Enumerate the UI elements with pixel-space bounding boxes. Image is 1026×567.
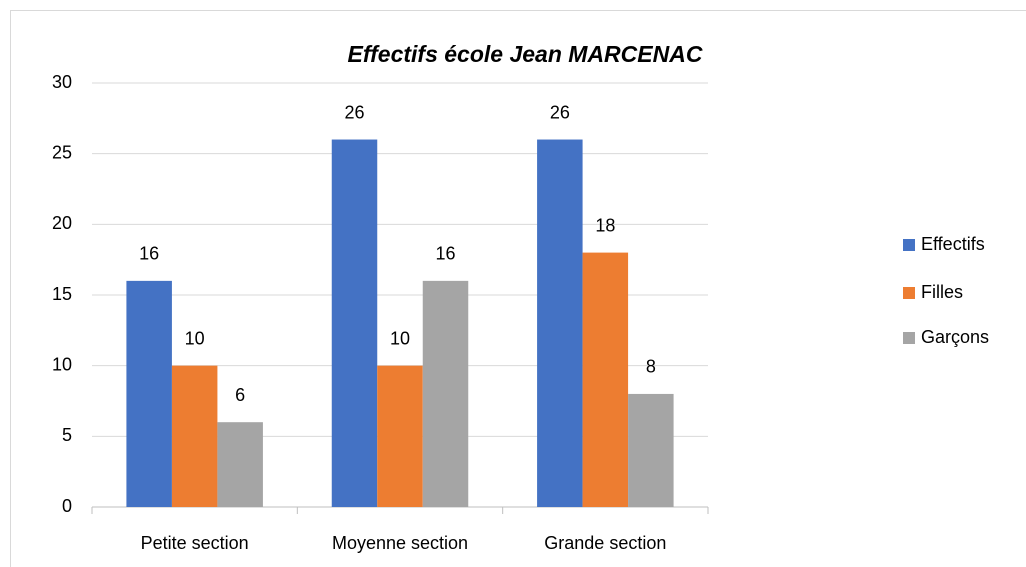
legend-swatch	[903, 287, 915, 299]
legend-label: Effectifs	[921, 234, 985, 254]
y-tick-label: 30	[52, 72, 72, 92]
data-label: 6	[235, 385, 245, 405]
bar	[377, 365, 423, 507]
bar	[126, 280, 172, 507]
data-label: 8	[646, 357, 656, 377]
bar	[537, 139, 583, 508]
x-tick-label: Moyenne section	[332, 533, 468, 553]
legend-label: Filles	[921, 282, 963, 302]
y-tick-label: 15	[52, 284, 72, 304]
bar	[171, 365, 218, 507]
y-tick-label: 0	[62, 496, 72, 516]
data-label: 10	[185, 328, 205, 348]
x-tick-label: Petite section	[141, 533, 249, 553]
legend-label: Garçons	[921, 327, 989, 347]
y-tick-label: 5	[62, 425, 72, 445]
y-tick-label: 20	[52, 213, 72, 233]
bar	[217, 422, 263, 507]
chart-title: Effectifs école Jean MARCENAC	[348, 41, 703, 67]
data-label: 16	[139, 244, 159, 264]
y-tick-label: 25	[52, 142, 72, 162]
bar	[331, 139, 378, 508]
legend-swatch	[903, 239, 915, 251]
bar	[628, 393, 674, 507]
bar	[422, 280, 469, 507]
data-label: 16	[435, 244, 455, 264]
chart-frame	[10, 10, 1026, 567]
data-label: 26	[344, 102, 364, 122]
data-label: 10	[390, 328, 410, 348]
bar	[582, 252, 629, 507]
data-label: 18	[595, 215, 615, 235]
data-label: 26	[550, 102, 570, 122]
legend-swatch	[903, 332, 915, 344]
y-tick-label: 10	[52, 354, 72, 374]
x-tick-label: Grande section	[544, 533, 666, 553]
